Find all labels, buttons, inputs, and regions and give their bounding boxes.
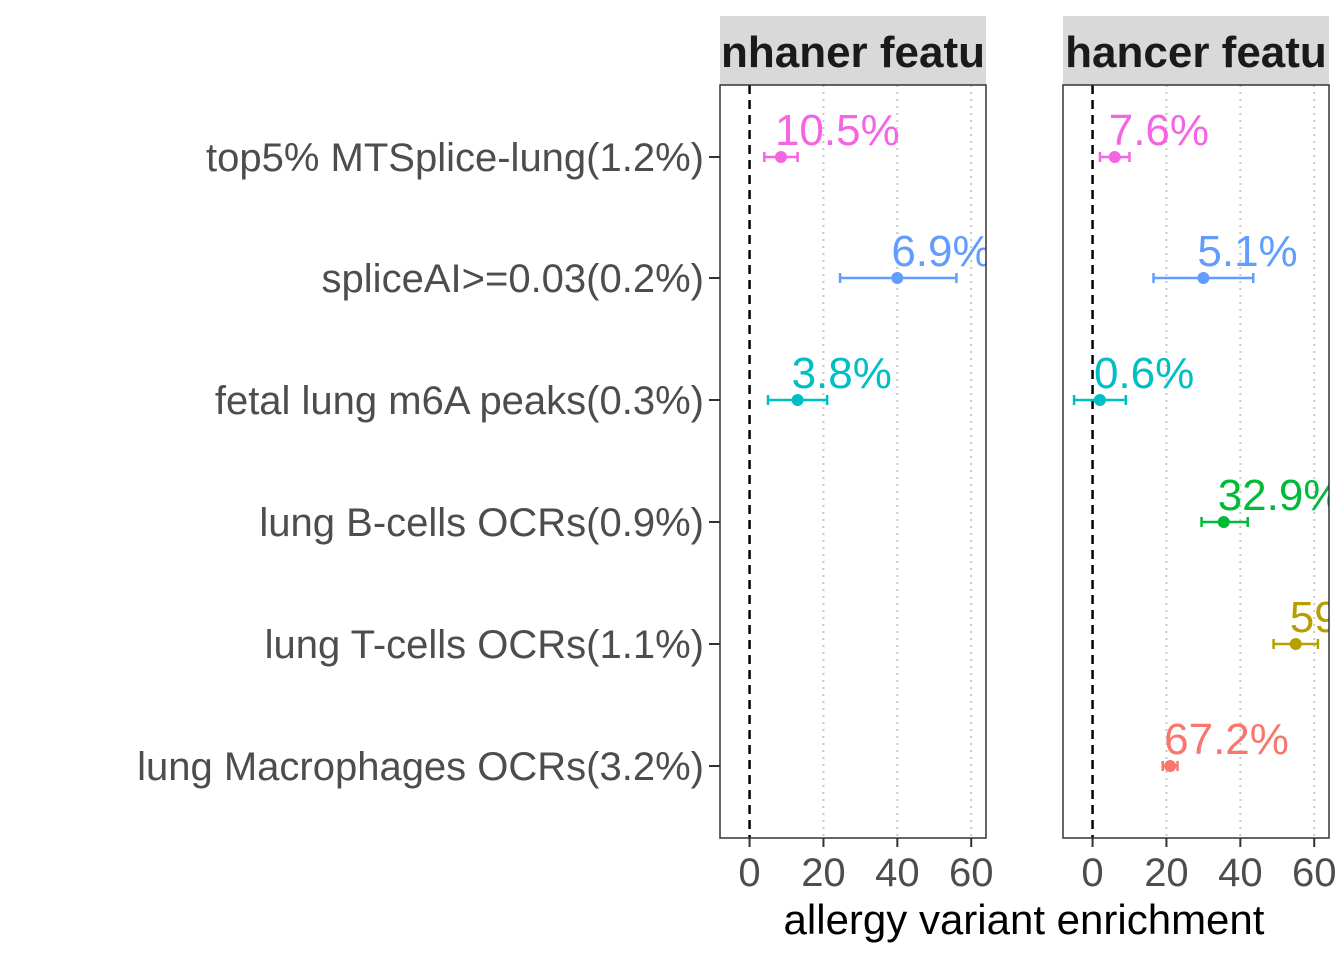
data-label: 3.8% xyxy=(792,349,892,398)
x-tick-label: 20 xyxy=(801,851,846,895)
x-tick-label: 0 xyxy=(738,851,760,895)
y-tick-label: fetal lung m6A peaks(0.3%) xyxy=(215,379,704,423)
x-tick-label: 60 xyxy=(1292,851,1337,895)
x-tick-label: 60 xyxy=(949,851,994,895)
y-tick-label: top5% MTSplice-lung(1.2%) xyxy=(206,136,704,180)
data-label: 10.5% xyxy=(775,106,900,155)
data-label: 59 xyxy=(1290,593,1339,642)
data-label: 7.6% xyxy=(1109,106,1209,155)
x-tick-label: 40 xyxy=(875,851,920,895)
x-tick-label: 20 xyxy=(1144,851,1189,895)
panel-1: nhaner featu 10.5% 6.9% 3.8% xyxy=(720,16,992,838)
y-tick-label: spliceAI>=0.03(0.2%) xyxy=(322,257,704,301)
data-label: 32.9% xyxy=(1218,471,1343,520)
data-label: 0.6% xyxy=(1094,349,1194,398)
panel-title: nhaner featu xyxy=(721,28,985,77)
data-label: 67.2% xyxy=(1164,715,1289,764)
x-tick-label: 40 xyxy=(1218,851,1263,895)
data-label: 5.1% xyxy=(1197,227,1297,276)
panel-border xyxy=(720,85,986,838)
x-axis-label: allergy variant enrichment xyxy=(784,896,1265,943)
panel-2: hancer featu 7.6% 5.1% 0.6% 32.9% 59 67.2% xyxy=(1063,16,1342,838)
panel-title: hancer featu xyxy=(1065,28,1327,77)
data-label: 6.9% xyxy=(891,227,991,276)
x-tick-label: 0 xyxy=(1081,851,1103,895)
y-tick-label: lung B-cells OCRs(0.9%) xyxy=(259,501,704,545)
y-tick-label: lung Macrophages OCRs(3.2%) xyxy=(137,745,704,789)
y-tick-label: lung T-cells OCRs(1.1%) xyxy=(265,623,704,667)
